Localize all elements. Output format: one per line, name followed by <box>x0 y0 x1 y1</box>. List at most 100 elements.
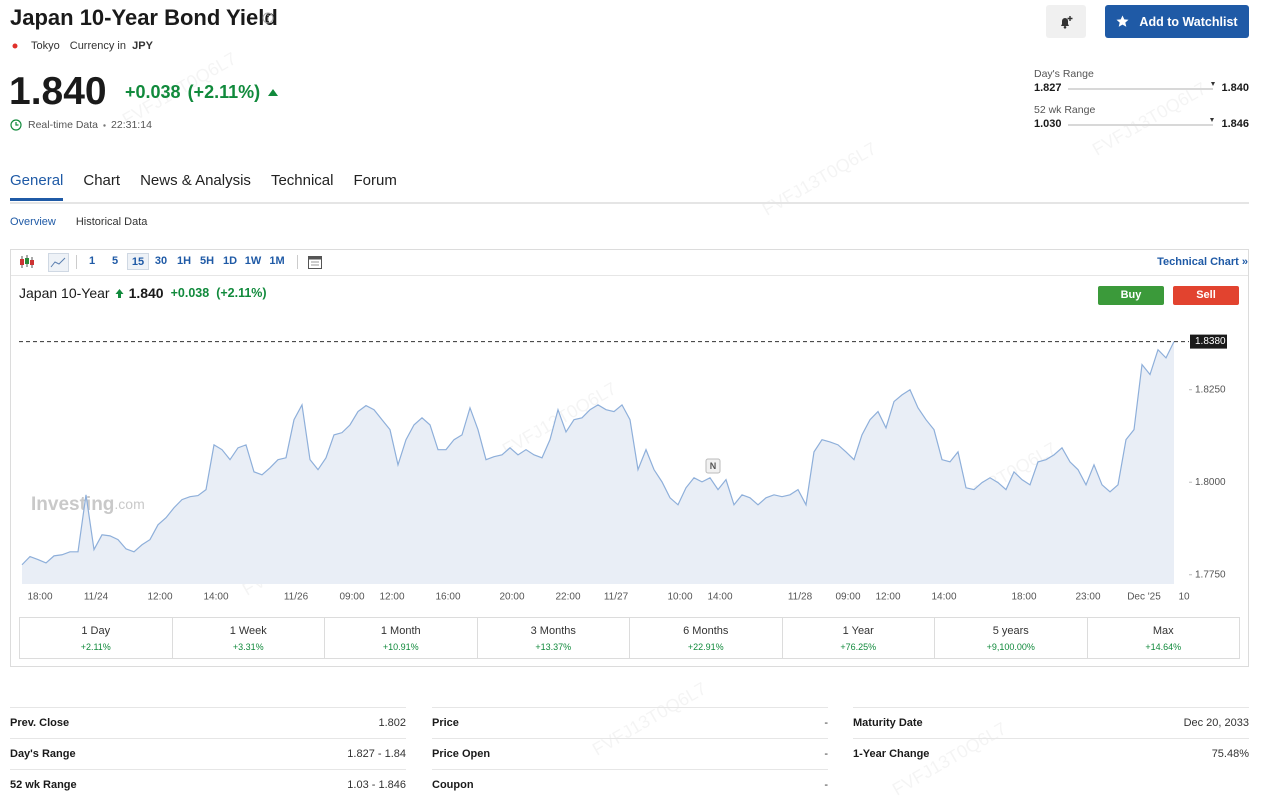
overlay-watermark: FVFJ13T0Q6L7 <box>1089 78 1210 159</box>
alert-button[interactable] <box>1046 5 1086 38</box>
x-tick-label: 23:00 <box>1075 592 1100 603</box>
change: +0.038 <box>125 82 181 102</box>
x-tick-label: 11/26 <box>284 592 309 603</box>
stat-row: Price - <box>432 707 828 738</box>
separator-dot <box>103 123 106 127</box>
stat-label: Coupon <box>432 779 474 791</box>
subtab-bar: Overview Historical Data <box>10 215 147 229</box>
subtab[interactable]: Historical Data <box>75 216 148 228</box>
sell-button[interactable]: Sell <box>1173 286 1239 305</box>
last-price-label: 1.8380 <box>1195 336 1226 347</box>
watermark-suffix: .com <box>114 496 144 512</box>
chart-panel <box>10 249 1249 667</box>
interval-button[interactable]: 15 <box>127 253 149 270</box>
bell-icon <box>1061 15 1073 29</box>
stat-label: Price Open <box>432 748 491 760</box>
performance-cell[interactable]: 1 Month +10.91% <box>324 618 477 658</box>
technical-chart-link[interactable]: Technical Chart » <box>1157 256 1248 268</box>
interval-button[interactable]: 30 <box>154 255 168 267</box>
interval-button[interactable]: 1D <box>222 255 238 267</box>
market-status-dot <box>12 43 18 49</box>
meta-row: Tokyo Currency in JPY <box>31 39 153 53</box>
y-tick-label: 1.8250 <box>1195 384 1226 395</box>
performance-change: +13.37% <box>535 642 572 652</box>
x-tick-label: 12:00 <box>875 592 900 603</box>
performance-cell[interactable]: 1 Day +2.11% <box>20 618 172 658</box>
tab[interactable]: Technical <box>270 172 334 189</box>
x-tick-label: 14:00 <box>203 592 228 603</box>
candle-icon[interactable] <box>18 254 36 270</box>
stat-value: Dec 20, 2033 <box>1183 717 1249 729</box>
y-tick-label: 1.8000 <box>1195 477 1226 488</box>
tab-bar: General Chart News & Analysis Technical Foru… <box>10 172 397 201</box>
currency-info: Currency in JPY <box>70 39 153 53</box>
performance-cell[interactable]: 1 Week +3.31% <box>171 618 325 658</box>
area-icon[interactable] <box>48 253 69 272</box>
chart-price: 1.840 <box>128 285 164 301</box>
x-tick-label: 10:00 <box>667 592 692 603</box>
stat-label: Day's Range <box>10 748 76 760</box>
x-tick-label: 12:00 <box>147 592 172 603</box>
change-percent: (+2.11%) <box>187 82 261 102</box>
interval-button[interactable]: 1 <box>88 255 96 267</box>
stat-label: 1-Year Change <box>853 748 930 760</box>
toolbar-separator <box>297 255 298 269</box>
interval-button[interactable]: 5 <box>111 255 119 267</box>
x-tick-label: 09:00 <box>339 592 364 603</box>
range-low: 1.827 <box>1034 82 1062 94</box>
performance-cell[interactable]: 3 Months +13.37% <box>476 618 630 658</box>
performance-change: +22.91% <box>687 642 724 652</box>
x-tick-label: 11/24 <box>84 592 109 603</box>
stat-row: Prev. Close 1.802 <box>10 707 406 738</box>
performance-cell[interactable]: 5 years +9,100.00% <box>934 618 1087 658</box>
buy-button[interactable]: Buy <box>1098 286 1164 305</box>
currency-label: Currency in <box>69 40 126 52</box>
tab[interactable]: News & Analysis <box>140 172 251 189</box>
range-label: 52 wk Range <box>1034 104 1096 116</box>
performance-change: +2.11% <box>80 642 111 652</box>
change-row: +0.038 (+2.11%) <box>125 81 279 103</box>
stat-row: 1-Year Change 75.48% <box>853 738 1249 769</box>
performance-label: Max <box>1152 625 1174 637</box>
calendar-icon[interactable] <box>307 254 323 270</box>
x-tick-label: 10 <box>1178 592 1190 603</box>
performance-cell[interactable]: 6 Months +22.91% <box>629 618 782 658</box>
y-tick-label: 1.7750 <box>1195 569 1226 580</box>
performance-change: +10.91% <box>382 642 419 652</box>
x-tick-label: 16:00 <box>435 592 460 603</box>
interval-button[interactable]: 1H <box>176 255 192 267</box>
tab[interactable]: Forum <box>353 172 397 189</box>
x-tick-label: 11/28 <box>788 592 813 603</box>
tab[interactable]: Chart <box>83 172 121 189</box>
instrument: Japan 10-Year <box>19 285 110 301</box>
performance-cell[interactable]: Max +14.64% <box>1086 618 1240 658</box>
tab[interactable]: General <box>10 172 64 201</box>
range-low: 1.030 <box>1034 118 1062 130</box>
subtab[interactable]: Overview <box>10 216 56 228</box>
performance-label: 1 Month <box>380 625 421 637</box>
watchlist-button[interactable]: Add to Watchlist <box>1105 5 1249 38</box>
x-tick-label: 14:00 <box>931 592 956 603</box>
price: 1.840 <box>9 70 107 113</box>
info-icon[interactable] <box>262 12 274 24</box>
stat-value: - <box>824 779 828 791</box>
range-high: 1.846 <box>1221 118 1249 130</box>
up-arrow <box>268 89 279 96</box>
stat-label: Maturity Date <box>853 717 923 729</box>
performance-strip: 1 Day +2.11% 1 Week +3.31% 1 Month +10.91% 3 M… <box>19 617 1240 659</box>
stat-value: 1.827 - 1.84 <box>347 748 406 760</box>
watchlist-label: Add to Watchlist <box>1139 14 1238 29</box>
stat-row: Maturity Date Dec 20, 2033 <box>853 707 1249 738</box>
data-type: Real-time Data <box>28 119 99 131</box>
chart-header: Japan 10-Year 1.840 +0.038 (+2.11%) <box>19 284 267 302</box>
stat-row: Price Open - <box>432 738 828 769</box>
stat-value: - <box>824 748 828 760</box>
x-tick-label: 18:00 <box>1011 592 1036 603</box>
x-tick-label: 11/27 <box>604 592 629 603</box>
interval-button[interactable]: 5H <box>199 255 215 267</box>
stat-label: Prev. Close <box>10 717 70 729</box>
overlay-watermark: FVFJ13T0Q6L7 <box>759 138 880 219</box>
interval-button[interactable]: 1M <box>269 255 285 267</box>
interval-button[interactable]: 1W <box>244 255 262 267</box>
performance-cell[interactable]: 1 Year +76.25% <box>781 618 935 658</box>
